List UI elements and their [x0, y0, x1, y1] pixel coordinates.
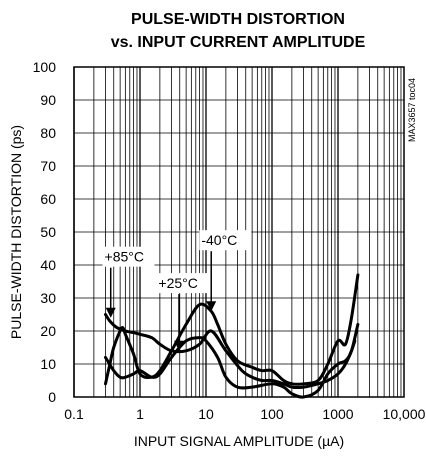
plot-frame: [73, 66, 405, 398]
annotation: +85°C: [102, 246, 155, 318]
chart-title-line1: PULSE-WIDTH DISTORTION: [131, 11, 345, 28]
annotations: +85°C +25°C -40°C: [102, 230, 252, 351]
annotation-background: [156, 273, 209, 294]
y-tick-label: 20: [40, 323, 56, 339]
y-tick-label: 10: [40, 356, 56, 372]
annotation: +25°C: [156, 273, 209, 351]
y-tick-label: 90: [40, 92, 56, 108]
y-tick-label: 30: [40, 290, 56, 306]
series-line-25c: [104, 322, 360, 399]
annotation: -40°C: [199, 230, 252, 312]
y-tick-label: 60: [40, 191, 56, 207]
x-tick-label: 0.1: [64, 406, 84, 422]
y-tick-label: 0: [48, 389, 56, 405]
annotation-arrowhead: [174, 340, 185, 351]
annotation-label: -40°C: [201, 232, 237, 248]
annotation-background: [199, 230, 252, 251]
annotation-arrowhead: [206, 301, 217, 312]
x-tick-label: 1: [136, 406, 144, 422]
chart-title-line2: vs. INPUT CURRENT AMPLITUDE: [111, 34, 366, 51]
annotation-label: +25°C: [158, 275, 197, 291]
annotation-label: +85°C: [105, 249, 144, 265]
y-tick-label: 70: [40, 158, 56, 174]
figure-id-label: MAX3657 toc04: [407, 78, 417, 142]
y-tick-label: 50: [40, 224, 56, 240]
annotation-arrowhead: [105, 307, 116, 318]
y-tick-label: 40: [40, 257, 56, 273]
y-tick-label: 100: [33, 59, 57, 75]
annotation-background: [102, 246, 155, 267]
series-line-40c: [104, 273, 360, 386]
y-tick-label: 80: [40, 125, 56, 141]
x-axis-label: INPUT SIGNAL AMPLITUDE (µA): [134, 433, 344, 449]
series-lines: [104, 273, 360, 399]
y-axis-ticks: 0 10 20 30 40 50 60 70 80 90 100: [33, 59, 57, 405]
x-tick-label: 1000: [322, 406, 353, 422]
series-line-85c: [104, 313, 357, 390]
x-tick-label: 10,000: [383, 406, 426, 422]
x-tick-label: 100: [260, 406, 284, 422]
x-axis-ticks: 0.1 1 10 100 1000 10,000: [64, 406, 425, 422]
x-tick-label: 10: [198, 406, 214, 422]
y-axis-label: PULSE-WIDTH DISTORTION (ps): [8, 125, 24, 339]
